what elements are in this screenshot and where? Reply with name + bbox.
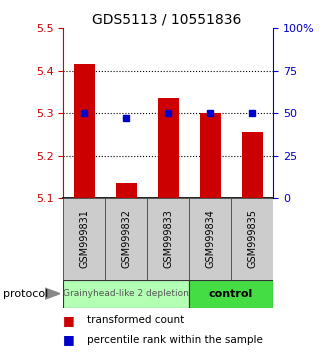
Bar <box>63 280 189 308</box>
Text: ■: ■ <box>63 314 75 327</box>
Polygon shape <box>45 288 60 299</box>
Text: GSM999831: GSM999831 <box>79 210 89 268</box>
Text: percentile rank within the sample: percentile rank within the sample <box>87 335 262 345</box>
Bar <box>241 132 262 198</box>
Text: Grainyhead-like 2 depletion: Grainyhead-like 2 depletion <box>63 289 189 298</box>
Bar <box>189 280 273 308</box>
Text: control: control <box>209 289 253 299</box>
Text: GSM999835: GSM999835 <box>247 210 257 268</box>
Bar <box>116 183 137 198</box>
Bar <box>231 198 273 280</box>
Text: GDS5113 / 10551836: GDS5113 / 10551836 <box>92 12 241 27</box>
Text: GSM999832: GSM999832 <box>121 210 131 268</box>
Bar <box>199 113 220 198</box>
Text: GSM999834: GSM999834 <box>205 210 215 268</box>
Text: ■: ■ <box>63 333 75 346</box>
Bar <box>105 198 147 280</box>
Text: transformed count: transformed count <box>87 315 184 325</box>
Text: GSM999833: GSM999833 <box>163 210 173 268</box>
Bar <box>63 198 105 280</box>
Text: protocol: protocol <box>3 289 49 299</box>
Bar <box>147 198 189 280</box>
Bar <box>189 198 231 280</box>
Bar <box>74 64 95 198</box>
Bar <box>158 98 178 198</box>
